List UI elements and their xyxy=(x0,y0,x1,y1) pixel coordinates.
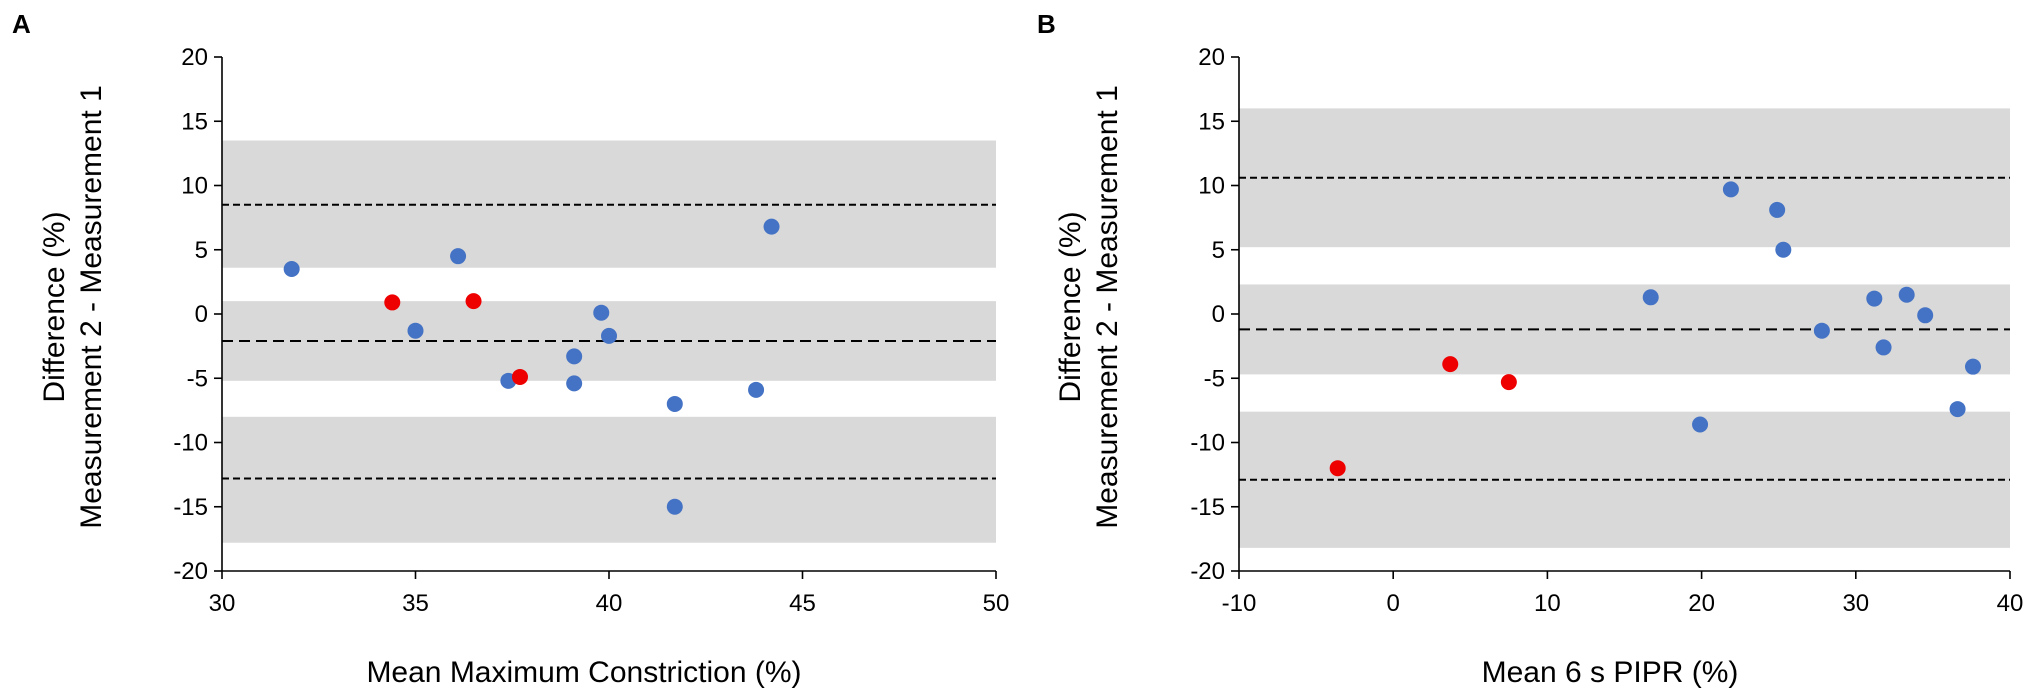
panel-a-x-tick-label: 40 xyxy=(596,590,623,617)
panel-b-point-red xyxy=(1329,460,1346,477)
panel-b-x-tick-label: 10 xyxy=(1534,590,1561,617)
panel-b-point-blue xyxy=(1917,307,1934,324)
panel-b-point-blue xyxy=(1949,401,1966,418)
panel-b-axes: 20 15 10 5 0 -5 -10 -15 -20 -10 0 10 20 30 40 xyxy=(1190,44,2023,617)
panel-b-x-axis-label: Mean 6 s PIPR (%) xyxy=(1482,656,1739,689)
panel-a-x-tick-label: 35 xyxy=(402,590,429,617)
panel-a-y-tick-label: -20 xyxy=(173,558,208,585)
panel-a-point-blue xyxy=(566,348,583,365)
panel-a-point-blue xyxy=(601,327,617,344)
panel-a-letter: A xyxy=(12,9,31,39)
panel-b-point-blue xyxy=(1813,322,1830,339)
panel-b-point-blue xyxy=(1964,358,1981,375)
panel-a-y-axis-label-line2: Measurement 2 - Measurement 1 xyxy=(75,85,108,529)
panel-b-point-blue xyxy=(1898,286,1915,303)
panel-a-y-tick-label: 20 xyxy=(181,44,208,71)
panel-b-y-tick-label: -10 xyxy=(1190,430,1225,457)
panel-b-point-blue xyxy=(1775,241,1792,258)
panel-b-x-tick-label: 40 xyxy=(1997,590,2024,617)
panel-a-point-red xyxy=(384,294,401,311)
panel-a-point-blue xyxy=(593,304,610,321)
panel-a-y-tick-label: 15 xyxy=(181,108,208,135)
panel-b-y-tick-label: 0 xyxy=(1212,301,1225,328)
panel-a-x-axis-label: Mean Maximum Constriction (%) xyxy=(366,656,801,689)
panel-b-y-tick-label: 20 xyxy=(1198,44,1225,71)
panel-a-point-red xyxy=(511,368,528,385)
panel-b-x-tick-label: 0 xyxy=(1387,590,1400,617)
panel-b-y-axis-label-line1: Difference (%) xyxy=(1054,211,1087,402)
panel-b-y-tick-label: 5 xyxy=(1212,237,1225,264)
panel-b-x-tick-label: -10 xyxy=(1222,590,1257,617)
panel-a-x-tick-label: 45 xyxy=(789,590,816,617)
panel-b-reference-lines xyxy=(1239,176,2010,481)
panel-b-point-blue xyxy=(1722,181,1739,198)
panel-b-y-tick-label: -15 xyxy=(1190,494,1225,521)
panel-b-points xyxy=(1329,181,1981,477)
panel-b-y-tick-label: -5 xyxy=(1204,365,1225,392)
panel-a-y-axis-label-line1: Difference (%) xyxy=(38,211,71,402)
panel-a-point-blue xyxy=(666,395,683,412)
panel-a-y-tick-label: 10 xyxy=(181,173,208,200)
panel-a-y-tick-label: -5 xyxy=(187,365,208,392)
panel-b-y-tick-label: -20 xyxy=(1190,558,1225,585)
panel-a-y-tick-label: -10 xyxy=(173,430,208,457)
panel-a-point-blue xyxy=(283,261,300,278)
panel-a-y-tick-label: 0 xyxy=(195,301,208,328)
panel-b-bands xyxy=(1239,108,2010,548)
panel-a-points xyxy=(283,218,780,515)
panel-b-x-tick-label: 30 xyxy=(1842,590,1869,617)
panel-a-point-red xyxy=(465,293,482,310)
panel-b-y-axis-label-line2: Measurement 2 - Measurement 1 xyxy=(1091,85,1124,529)
panel-b-point-blue xyxy=(1875,339,1892,356)
panel-b-point-red xyxy=(1500,374,1517,391)
panel-b-point-blue xyxy=(1769,201,1786,218)
panel-b-letter: B xyxy=(1037,9,1056,39)
panel-b-point-blue xyxy=(1866,290,1883,307)
panel-a-point-blue xyxy=(566,375,583,392)
panel-a-x-tick-label: 30 xyxy=(209,590,236,617)
panel-b-y-tick-label: 10 xyxy=(1198,173,1225,200)
panel-a-band-2 xyxy=(222,416,996,543)
panel-b-y-tick-label: 15 xyxy=(1198,108,1225,135)
panel-a-point-blue xyxy=(450,248,467,265)
panel-b: B 20 15 10 5 0 -5 -10 -15 -20 -10 0 10 20 30 40 Mean 6… xyxy=(1037,9,2023,689)
panel-a-reference-lines xyxy=(222,203,996,480)
panel-a-point-blue xyxy=(407,322,424,339)
panel-b-point-red xyxy=(1442,356,1459,373)
panel-a-point-blue xyxy=(748,381,765,398)
panel-b-x-tick-label: 20 xyxy=(1688,590,1715,617)
panel-a-y-tick-label: 5 xyxy=(195,237,208,264)
panel-b-point-blue xyxy=(1692,416,1709,433)
panel-a-point-blue xyxy=(666,498,683,515)
panel-a-y-tick-label: -15 xyxy=(173,494,208,521)
panel-a-point-blue xyxy=(763,218,780,235)
panel-b-point-blue xyxy=(1642,289,1659,306)
panel-a-x-tick-label: 50 xyxy=(983,590,1010,617)
